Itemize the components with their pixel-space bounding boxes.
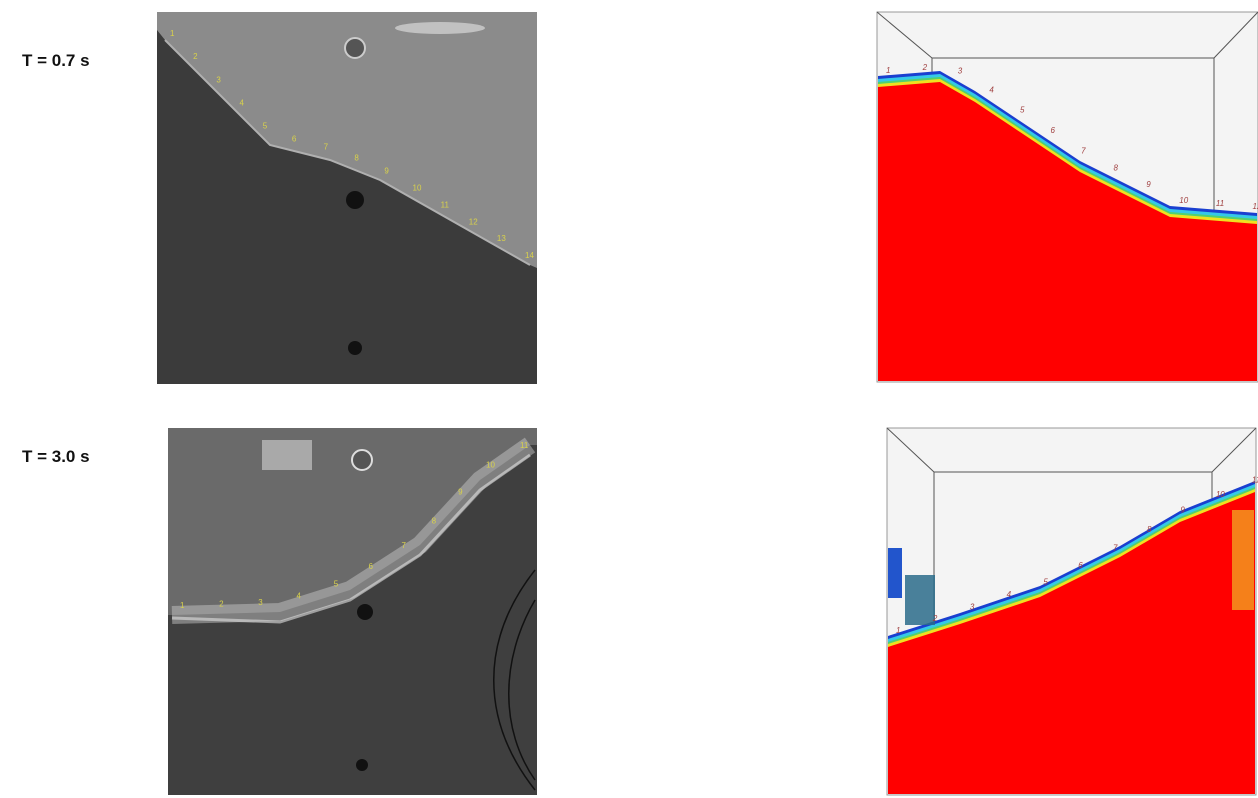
point-label: 9 <box>1180 505 1185 514</box>
point-label: 6 <box>1078 561 1083 570</box>
point-label: 4 <box>1007 590 1012 599</box>
point-label: 2 <box>932 614 938 623</box>
point-label: 4 <box>989 85 994 94</box>
point-label: 9 <box>384 167 389 176</box>
point-label: 6 <box>1051 126 1056 135</box>
point-label: 10 <box>1216 490 1225 499</box>
point-label: 11 <box>441 200 450 209</box>
experiment-photo <box>168 428 537 795</box>
point-label: 10 <box>486 461 495 470</box>
simulation-image <box>887 428 1256 795</box>
point-label: 3 <box>258 598 263 607</box>
point-label: 4 <box>240 99 245 108</box>
point-label: 10 <box>1179 196 1188 205</box>
point-label: 1 <box>170 29 175 38</box>
point-label: 12 <box>1253 202 1258 211</box>
point-label: 6 <box>292 134 297 143</box>
point-label: 5 <box>334 579 339 588</box>
point-label: 2 <box>219 599 224 608</box>
point-label: 14 <box>525 251 534 260</box>
point-label: 7 <box>1113 544 1118 553</box>
point-label: 7 <box>401 541 406 550</box>
point-label: 6 <box>369 562 374 571</box>
point-label: 5 <box>1043 578 1048 587</box>
point-label: 8 <box>354 154 359 163</box>
point-label: 2 <box>922 63 928 72</box>
point-label: 1 <box>896 626 900 635</box>
point-label: 8 <box>1147 525 1152 534</box>
point-label: 11 <box>1252 475 1258 484</box>
time-label: T = 3.0 s <box>22 447 90 466</box>
point-label: 2 <box>193 52 198 61</box>
point-label: 10 <box>413 184 422 193</box>
figure: T = 0.7 s T = 3.0 s <box>0 0 1258 798</box>
point-label: 7 <box>324 142 329 151</box>
point-label: 1 <box>886 66 890 75</box>
time-label: T = 0.7 s <box>22 51 90 70</box>
point-label: 1 <box>180 601 185 610</box>
point-label: 11 <box>520 441 529 450</box>
point-label: 5 <box>1020 106 1025 115</box>
point-label: 12 <box>469 217 478 226</box>
experiment-photo <box>157 12 537 384</box>
point-label: 3 <box>970 602 975 611</box>
point-label: 5 <box>263 122 268 131</box>
point-label: 9 <box>1146 180 1151 189</box>
point-label: 9 <box>458 488 463 497</box>
point-label: 11 <box>1216 199 1224 208</box>
point-label: 13 <box>497 234 506 243</box>
point-label: 3 <box>216 75 221 84</box>
simulation-image <box>877 12 1258 382</box>
point-label: 7 <box>1081 146 1086 155</box>
point-label: 8 <box>432 516 437 525</box>
point-label: 3 <box>958 67 963 76</box>
point-label: 4 <box>297 592 302 601</box>
point-label: 8 <box>1113 164 1118 173</box>
